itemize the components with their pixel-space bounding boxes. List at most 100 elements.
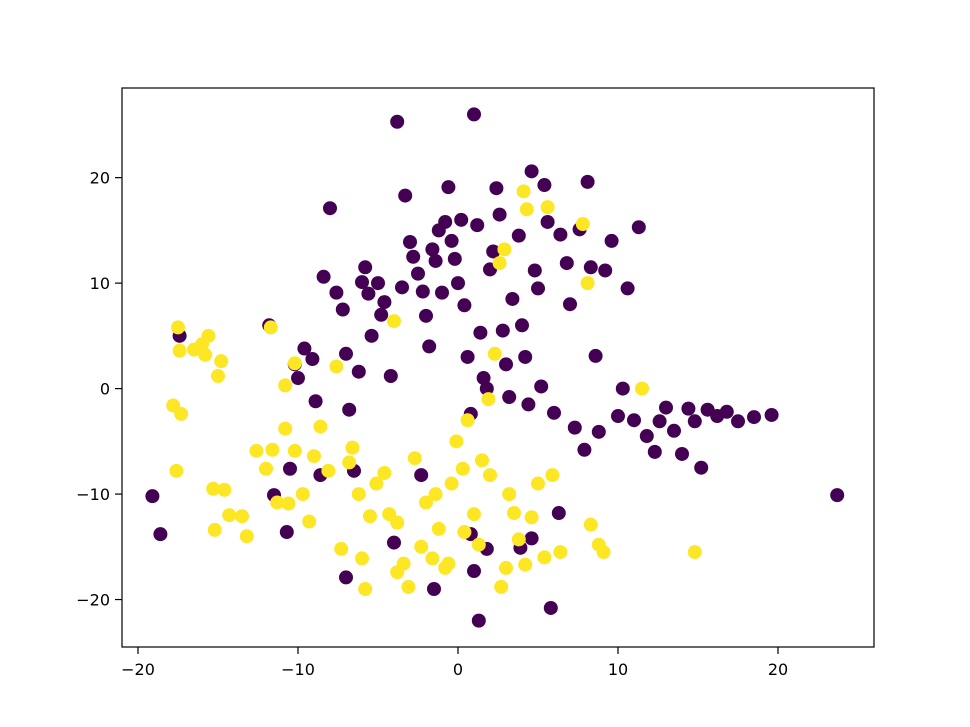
data-point [278,421,293,436]
data-point [551,506,566,521]
data-point [604,233,619,248]
y-tick-label: −20 [76,591,110,610]
data-point [620,281,635,296]
data-point [454,212,469,227]
data-point [519,202,534,217]
data-point [521,397,536,412]
data-point [502,390,517,405]
data-point [540,214,555,229]
data-point [316,269,331,284]
data-point [427,581,441,596]
data-point [731,414,745,429]
data-point [524,531,539,546]
data-point [169,463,184,478]
data-point [483,468,497,483]
data-point [198,347,213,362]
data-point [635,381,649,396]
data-point [279,525,294,540]
plot-frame [121,87,875,648]
data-point [588,348,603,363]
data-point [631,220,646,235]
data-point [580,276,595,291]
data-point [265,442,280,457]
data-point [283,461,297,476]
data-point [559,256,574,271]
data-point [419,495,433,510]
data-point [659,400,673,415]
data-point [351,487,366,502]
x-tick-label: 20 [768,660,788,679]
data-point [377,465,392,480]
data-point [291,371,305,386]
data-point [481,392,496,407]
y-tick-label: 20 [90,169,110,188]
data-point [494,579,509,594]
data-point [270,495,285,510]
x-tick-label: −20 [121,660,155,679]
points-layer [145,107,845,628]
data-point [580,174,595,189]
x-tick-label: 0 [453,660,463,679]
data-point [374,307,389,322]
data-point [524,164,539,179]
data-point [470,218,485,233]
data-point [511,532,526,547]
data-point [335,302,350,317]
data-point [583,517,598,532]
data-point [567,420,582,435]
data-point [281,496,296,511]
data-point [547,405,561,420]
data-point [414,539,429,554]
data-point [471,613,486,628]
data-point [171,320,185,335]
data-point [239,529,254,544]
data-point [694,460,709,475]
data-point [329,285,344,300]
data-point [321,463,336,478]
data-point [652,414,667,429]
data-point [363,509,377,524]
data-point [540,200,555,215]
data-point [313,419,328,434]
data-point [364,328,379,343]
data-point [217,482,232,497]
data-point [415,284,430,299]
data-point [387,314,401,329]
data-point [681,401,696,416]
data-point [441,556,456,571]
data-point [476,371,491,386]
data-point [305,352,320,367]
data-point [527,263,542,278]
data-point [403,234,417,249]
data-point [355,275,369,290]
data-point [499,560,513,575]
data-point [531,281,545,296]
data-point [534,379,549,394]
data-point [145,489,160,504]
data-point [235,509,249,524]
data-point [492,207,507,222]
data-point [473,325,488,340]
data-point [345,440,360,455]
data-point [596,545,611,560]
data-point [419,308,433,323]
data-point [431,521,446,536]
data-point [687,545,702,560]
data-point [425,242,440,257]
data-point [329,359,344,374]
data-point [518,557,533,572]
data-point [395,280,409,295]
data-point [545,468,560,483]
data-point [687,414,702,429]
data-point [487,346,502,361]
data-point [407,451,422,466]
data-point [351,364,366,379]
data-point [639,429,654,444]
data-point [211,368,225,383]
data-point [201,328,216,343]
data-point [444,476,459,491]
data-point [342,455,357,470]
data-point [489,181,504,196]
data-point [830,488,845,503]
data-point [486,244,501,259]
